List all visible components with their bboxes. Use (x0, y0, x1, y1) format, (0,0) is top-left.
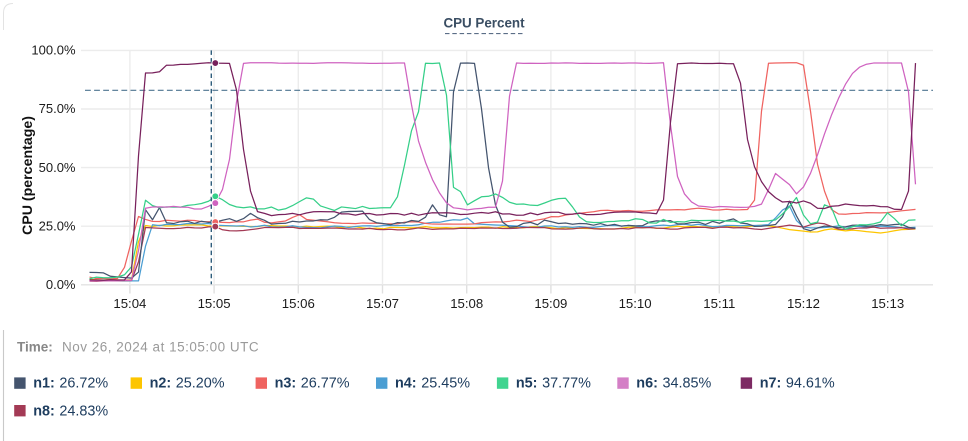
svg-text:34.85%: 34.85% (663, 376, 712, 392)
svg-text:n2:: n2: (150, 376, 172, 392)
svg-text:Time:: Time: (17, 340, 53, 355)
svg-text:37.77%: 37.77% (542, 376, 591, 392)
svg-text:15:04: 15:04 (113, 296, 146, 311)
svg-text:25.20%: 25.20% (176, 376, 225, 392)
svg-text:n6:: n6: (636, 376, 658, 392)
svg-text:15:08: 15:08 (450, 296, 483, 311)
svg-text:n1:: n1: (33, 376, 55, 392)
svg-text:n5:: n5: (516, 376, 538, 392)
svg-text:n4:: n4: (395, 376, 417, 392)
svg-text:n8:: n8: (33, 403, 55, 419)
svg-text:94.61%: 94.61% (786, 376, 835, 392)
svg-text:15:10: 15:10 (619, 296, 652, 311)
svg-text:26.72%: 26.72% (59, 376, 108, 392)
svg-text:75.0%: 75.0% (39, 101, 76, 116)
svg-text:CPU (percentage): CPU (percentage) (20, 116, 36, 235)
svg-text:0.0%: 0.0% (46, 277, 76, 292)
svg-text:24.83%: 24.83% (59, 403, 108, 419)
svg-text:25.0%: 25.0% (39, 218, 76, 233)
svg-text:CPU Percent: CPU Percent (443, 16, 525, 31)
svg-text:15:13: 15:13 (871, 296, 904, 311)
svg-text:15:09: 15:09 (534, 296, 567, 311)
svg-text:50.0%: 50.0% (39, 160, 76, 175)
svg-text:n7:: n7: (760, 376, 782, 392)
svg-text:Nov 26, 2024 at 15:05:00 UTC: Nov 26, 2024 at 15:05:00 UTC (62, 340, 259, 355)
svg-text:15:12: 15:12 (787, 296, 820, 311)
svg-text:15:11: 15:11 (703, 296, 735, 311)
svg-text:26.77%: 26.77% (301, 376, 350, 392)
svg-text:15:05: 15:05 (198, 296, 231, 311)
svg-text:15:07: 15:07 (366, 296, 399, 311)
svg-text:15:06: 15:06 (282, 296, 315, 311)
svg-text:25.45%: 25.45% (421, 376, 470, 392)
svg-text:100.0%: 100.0% (31, 43, 76, 58)
svg-text:n3:: n3: (275, 376, 297, 392)
